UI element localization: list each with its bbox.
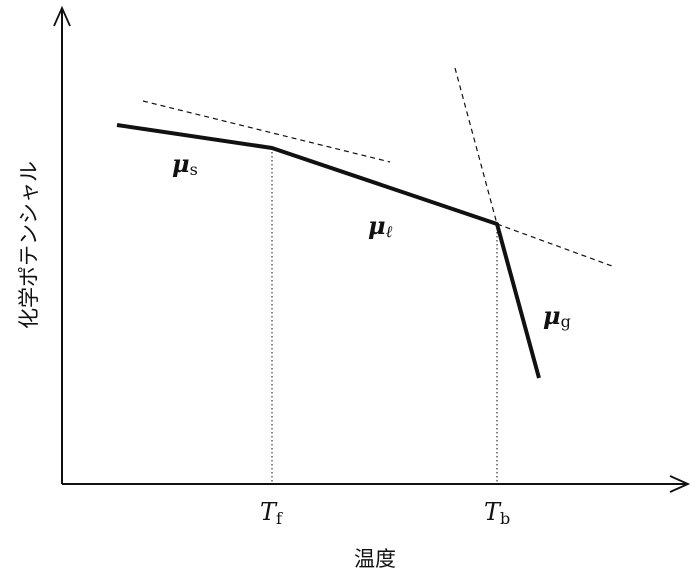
subscript: b [500,509,510,528]
symbol: T [484,498,502,526]
symbol: μ [368,211,386,240]
subscript: g [561,312,571,331]
transition-label: Tf [260,498,283,528]
y-arrow [53,5,71,27]
curve-label: μg [543,301,571,331]
y-axis-label: 化学ポテンシャル [17,161,41,329]
dashed-line [454,67,498,225]
subscript: ℓ [386,222,393,241]
curve-label: μs [172,149,198,179]
dashed-line [496,223,613,267]
potential-curve [116,123,541,379]
subscript: f [276,509,283,528]
curve-label: μℓ [368,211,393,241]
symbol: T [260,498,278,526]
symbol: μ [543,301,561,330]
x-axis-label: 温度 [354,547,396,571]
transition-label: Tb [484,498,510,528]
dashed-line [142,100,391,163]
symbol: μ [172,149,190,178]
subscript: s [190,160,198,179]
x-arrow [669,475,691,493]
